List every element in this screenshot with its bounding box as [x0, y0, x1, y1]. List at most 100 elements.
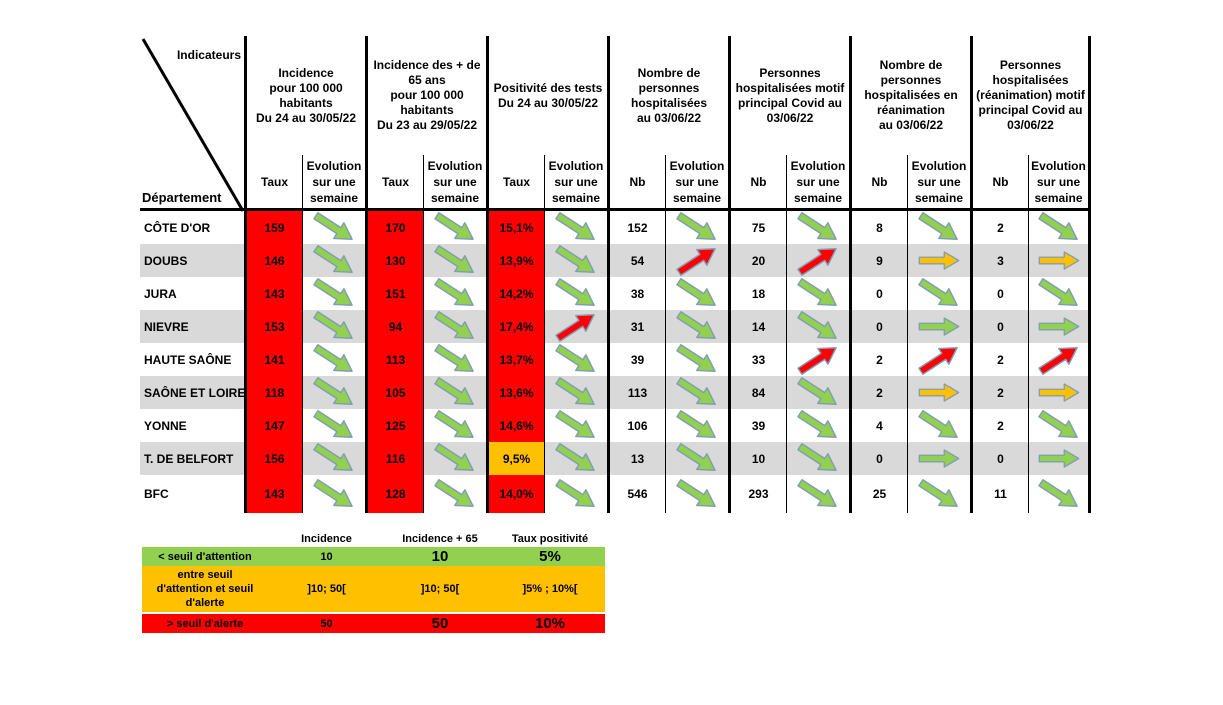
- value-cell: 94: [365, 310, 423, 343]
- value-cell: 113: [607, 376, 665, 409]
- subheader-evolution-label: Evolution sur une semaine: [302, 155, 365, 211]
- legend-value-cell: 10: [385, 547, 495, 566]
- table-corner-cell: Indicateurs Département: [140, 36, 244, 212]
- value-cell: 156: [244, 442, 302, 475]
- value-cell: 9: [849, 244, 907, 277]
- trend-flat-orange-icon: [1038, 383, 1079, 402]
- row-label: BFC: [140, 475, 244, 513]
- trend-cell: [786, 442, 849, 475]
- subheader-evolution-label: Evolution sur une semaine: [786, 155, 849, 211]
- legend-value-cell: 10%: [495, 612, 605, 633]
- trend-down-green-icon: [313, 377, 353, 405]
- column-group-header: Positivité des tests Du 24 au 30/05/22: [486, 36, 607, 155]
- trend-down-green-icon: [918, 410, 958, 438]
- value-cell: 293: [728, 475, 786, 513]
- value-cell: 116: [365, 442, 423, 475]
- trend-down-green-icon: [434, 443, 474, 471]
- trend-flat-green-icon: [918, 317, 960, 336]
- row-label: SAÔNE ET LOIRE: [140, 376, 245, 409]
- value-cell: 2: [970, 376, 1028, 409]
- trend-down-green-icon: [313, 410, 353, 438]
- trend-down-green-icon: [555, 478, 595, 507]
- value-cell: 0: [849, 442, 907, 475]
- value-cell: 4: [849, 409, 907, 442]
- trend-cell: [907, 277, 970, 310]
- value-cell: 13,7%: [486, 343, 544, 376]
- value-cell: 546: [607, 475, 665, 513]
- subheader-value-label: Nb: [970, 155, 1028, 211]
- trend-down-green-icon: [797, 278, 837, 306]
- trend-cell: [302, 442, 365, 475]
- column-group-header: Nombre de personnes hospitalisées en réanim…: [849, 36, 970, 155]
- diagonal-divider: [141, 38, 244, 212]
- trend-cell: [544, 343, 607, 376]
- value-cell: 39: [728, 409, 786, 442]
- value-cell: 14,2%: [486, 277, 544, 310]
- trend-cell: [544, 442, 607, 475]
- subheader-value-label: Taux: [486, 155, 544, 211]
- value-cell: 20: [728, 244, 786, 277]
- trend-cell: [1028, 442, 1091, 475]
- trend-down-green-icon: [313, 212, 353, 240]
- value-cell: 75: [728, 211, 786, 244]
- trend-cell: [665, 310, 728, 343]
- trend-cell: [665, 376, 728, 409]
- trend-cell: [665, 409, 728, 442]
- row-label: HAUTE SAÔNE: [140, 343, 244, 376]
- value-cell: 13: [607, 442, 665, 475]
- trend-down-green-icon: [676, 377, 716, 405]
- trend-cell: [907, 409, 970, 442]
- value-cell: 2: [970, 409, 1028, 442]
- trend-cell: [302, 277, 365, 310]
- trend-up-red-icon: [797, 347, 837, 375]
- trend-down-green-icon: [1037, 212, 1078, 240]
- value-cell: 130: [365, 244, 423, 277]
- trend-down-green-icon: [676, 410, 716, 438]
- trend-cell: [302, 310, 365, 343]
- trend-down-green-icon: [434, 212, 474, 240]
- trend-down-green-icon: [797, 478, 837, 507]
- column-group-header: Incidence pour 100 000 habitants Du 24 au 3…: [244, 36, 365, 155]
- trend-cell: [302, 244, 365, 277]
- trend-down-green-icon: [313, 278, 353, 306]
- value-cell: 152: [607, 211, 665, 244]
- trend-cell: [423, 310, 486, 343]
- value-cell: 11: [970, 475, 1028, 513]
- trend-cell: [665, 475, 728, 513]
- value-cell: 8: [849, 211, 907, 244]
- value-cell: 39: [607, 343, 665, 376]
- subheader-value-label: Nb: [728, 155, 786, 211]
- trend-down-green-icon: [434, 278, 474, 306]
- trend-cell: [423, 442, 486, 475]
- trend-cell: [544, 244, 607, 277]
- trend-down-green-icon: [918, 478, 958, 507]
- trend-down-green-icon: [555, 410, 595, 438]
- trend-down-green-icon: [434, 478, 474, 507]
- value-cell: 3: [970, 244, 1028, 277]
- value-cell: 106: [607, 409, 665, 442]
- trend-cell: [1028, 409, 1091, 442]
- trend-down-green-icon: [313, 245, 353, 273]
- trend-cell: [1028, 277, 1091, 310]
- legend-value-cell: 50: [385, 612, 495, 633]
- value-cell: 0: [970, 310, 1028, 343]
- trend-cell: [665, 244, 728, 277]
- value-cell: 113: [365, 343, 423, 376]
- subheader-evolution-label: Evolution sur une semaine: [665, 155, 728, 211]
- subheader-value-label: Taux: [365, 155, 423, 211]
- trend-cell: [423, 475, 486, 513]
- legend-column-header: Incidence + 65: [402, 533, 478, 545]
- trend-cell: [907, 442, 970, 475]
- value-cell: 17,4%: [486, 310, 544, 343]
- trend-down-green-icon: [555, 278, 595, 306]
- trend-cell: [665, 442, 728, 475]
- trend-cell: [786, 376, 849, 409]
- value-cell: 143: [244, 277, 302, 310]
- trend-cell: [302, 376, 365, 409]
- value-cell: 0: [849, 310, 907, 343]
- trend-cell: [544, 211, 607, 244]
- trend-cell: [786, 211, 849, 244]
- trend-down-green-icon: [313, 311, 353, 339]
- trend-down-green-icon: [313, 443, 353, 471]
- trend-cell: [907, 244, 970, 277]
